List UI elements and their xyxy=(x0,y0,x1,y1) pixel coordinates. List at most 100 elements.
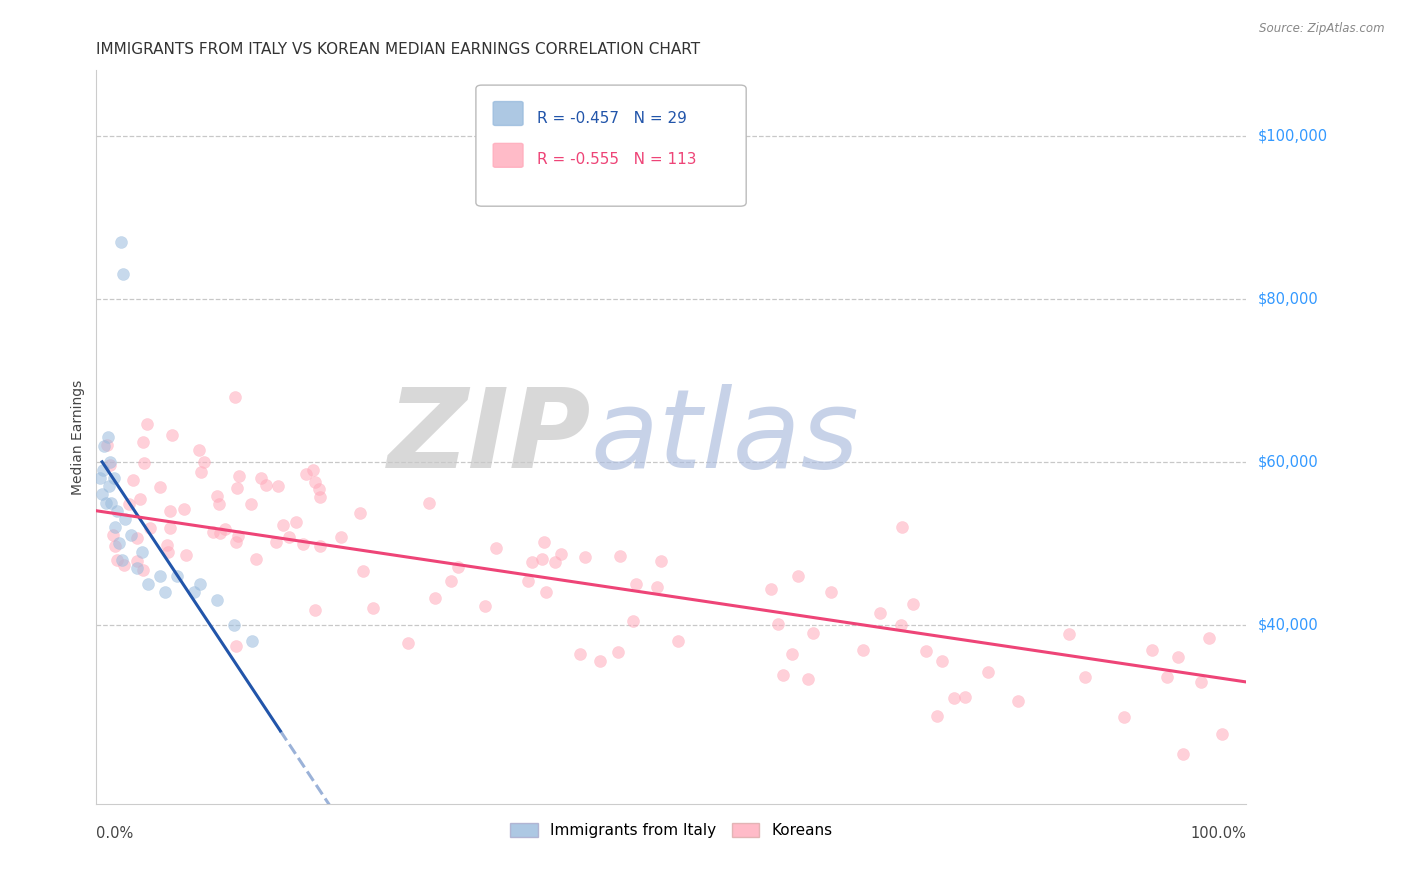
Point xyxy=(304,603,326,617)
Point xyxy=(852,643,875,657)
FancyBboxPatch shape xyxy=(494,144,523,168)
Point xyxy=(766,617,789,632)
Y-axis label: Median Earnings: Median Earnings xyxy=(72,380,86,495)
Point xyxy=(89,471,111,485)
Point xyxy=(127,554,149,568)
Point xyxy=(544,555,567,569)
Point xyxy=(101,528,124,542)
Point xyxy=(250,471,273,485)
Point xyxy=(943,691,966,706)
Point xyxy=(352,564,374,578)
Point xyxy=(114,512,136,526)
Point xyxy=(131,544,153,558)
Point xyxy=(228,468,250,483)
Point xyxy=(285,515,308,529)
Point xyxy=(1198,632,1220,646)
Point xyxy=(207,488,229,502)
Point xyxy=(132,457,155,471)
Text: ZIP: ZIP xyxy=(388,384,591,491)
Point xyxy=(240,634,263,648)
Point xyxy=(666,633,689,648)
Point xyxy=(224,618,246,632)
Point xyxy=(188,443,211,458)
Point xyxy=(589,654,612,668)
Point xyxy=(301,463,323,477)
Point xyxy=(295,467,318,482)
Text: $100,000: $100,000 xyxy=(1257,128,1327,143)
Point xyxy=(245,551,267,566)
Text: $60,000: $60,000 xyxy=(1257,454,1319,469)
Point xyxy=(1166,649,1188,664)
Point xyxy=(308,490,330,504)
Point xyxy=(149,569,172,583)
Point xyxy=(193,455,215,469)
Point xyxy=(474,599,496,613)
Point xyxy=(96,438,118,452)
Point xyxy=(277,530,299,544)
Point xyxy=(97,430,120,444)
Text: R = -0.555   N = 113: R = -0.555 N = 113 xyxy=(537,153,696,168)
Point xyxy=(91,487,114,501)
Point xyxy=(188,577,211,591)
Point xyxy=(132,563,155,577)
Point xyxy=(533,534,555,549)
Point xyxy=(925,709,948,723)
Point xyxy=(621,614,644,628)
Point xyxy=(953,690,976,705)
FancyBboxPatch shape xyxy=(475,85,747,206)
Point xyxy=(155,585,177,599)
Text: R = -0.457   N = 29: R = -0.457 N = 29 xyxy=(537,111,686,126)
Point xyxy=(915,643,938,657)
Point xyxy=(418,496,440,510)
Text: atlas: atlas xyxy=(591,384,859,491)
Point xyxy=(127,531,149,545)
Point xyxy=(1189,674,1212,689)
Point xyxy=(166,569,188,583)
Point xyxy=(136,577,159,591)
Point xyxy=(440,574,463,589)
Point xyxy=(159,521,181,535)
Point xyxy=(536,585,558,599)
Point xyxy=(361,601,384,615)
Point xyxy=(786,569,808,583)
Point xyxy=(796,672,818,686)
Text: IMMIGRANTS FROM ITALY VS KOREAN MEDIAN EARNINGS CORRELATION CHART: IMMIGRANTS FROM ITALY VS KOREAN MEDIAN E… xyxy=(97,42,700,57)
Point xyxy=(349,506,371,520)
Point xyxy=(869,607,891,621)
Point xyxy=(98,455,121,469)
Point xyxy=(396,635,419,649)
Point xyxy=(308,483,330,497)
Point xyxy=(609,549,631,563)
Point xyxy=(159,504,181,518)
Point xyxy=(100,495,122,509)
Point xyxy=(94,495,117,509)
Point xyxy=(574,550,596,565)
Point xyxy=(308,539,330,553)
Point xyxy=(138,521,160,535)
Point xyxy=(645,580,668,594)
Point xyxy=(135,417,157,431)
Point xyxy=(626,576,648,591)
Point xyxy=(214,522,236,536)
Point xyxy=(174,548,197,562)
Text: $40,000: $40,000 xyxy=(1257,617,1319,632)
Point xyxy=(772,668,794,682)
Point xyxy=(901,597,924,611)
Point xyxy=(111,267,134,281)
Point xyxy=(1211,727,1233,741)
Point xyxy=(173,501,195,516)
Point xyxy=(112,558,135,573)
Point xyxy=(801,625,824,640)
Point xyxy=(190,465,212,479)
Point xyxy=(568,648,591,662)
Point xyxy=(91,463,114,477)
Point xyxy=(1074,670,1097,684)
Point xyxy=(228,529,250,543)
Text: Source: ZipAtlas.com: Source: ZipAtlas.com xyxy=(1260,22,1385,36)
Point xyxy=(264,535,287,549)
Point xyxy=(98,458,121,472)
Point xyxy=(105,504,128,518)
Point xyxy=(1171,747,1194,761)
Point xyxy=(1156,670,1178,684)
Point xyxy=(104,520,127,534)
